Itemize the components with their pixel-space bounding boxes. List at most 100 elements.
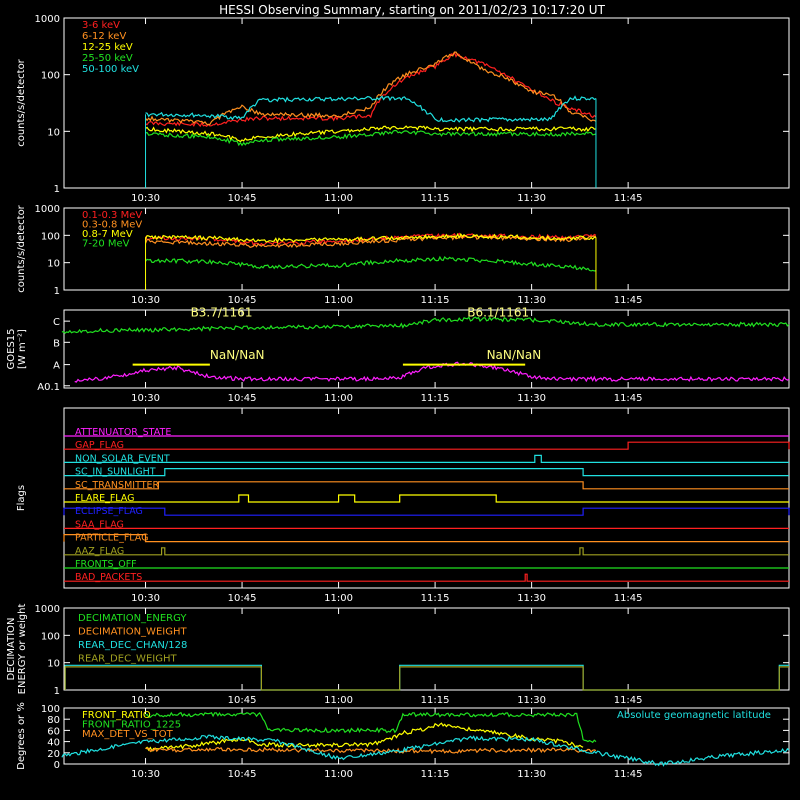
- high-energy-frame: [63, 207, 790, 291]
- flags-flag-label: BAD_PACKETS: [75, 572, 142, 583]
- flags-xtick-label: 10:45: [228, 593, 257, 604]
- flags-flag-trace: [64, 494, 789, 503]
- lightcurves-xtick-label: 10:30: [131, 193, 160, 204]
- goes-ylabel: GOES15: [6, 328, 17, 369]
- decimation-series-line-3: [64, 666, 789, 691]
- high-energy-ytick-label: 100: [41, 231, 60, 242]
- flags-flag-label: SC_TRANSMITTER: [75, 480, 160, 491]
- lightcurves-series-line-4: [145, 95, 597, 123]
- high-energy-xtick-label: 10:30: [131, 295, 160, 306]
- decimation-ytick-label: 10: [47, 659, 60, 670]
- decimation-xtick-label: 11:15: [421, 695, 450, 706]
- ratios-ytick-label: 100: [41, 704, 60, 715]
- goes-series-line-1: [74, 361, 790, 383]
- high-energy-ytick-label: 10: [47, 259, 60, 270]
- ratios-xtick-label: 11:00: [324, 769, 353, 780]
- ratios-ylabel: Degrees or %: [16, 702, 27, 770]
- lightcurves-series-line-3: [145, 129, 597, 147]
- decimation-ytick-label: 100: [41, 631, 60, 642]
- flags-flag-trace: [64, 454, 789, 463]
- flags-flag-label: ATTENUATOR_STATE: [75, 427, 171, 438]
- flags-flag-label: FRONTS_OFF: [75, 559, 137, 570]
- flags-flag-trace: [64, 547, 789, 556]
- lightcurves-ytick-label: 10: [47, 127, 60, 138]
- lightcurves-xtick-label: 10:45: [228, 193, 257, 204]
- high-energy-series-line-1: [144, 234, 597, 249]
- lightcurves-series-line-2: [145, 125, 597, 143]
- decimation-legend-entry: DECIMATION_ENERGY: [78, 613, 187, 624]
- flags-xtick-label: 11:00: [324, 593, 353, 604]
- lightcurves-ytick-label: 100: [41, 71, 60, 82]
- ratios-annotation: Absolute geomagnetic latitude: [617, 710, 771, 721]
- decimation-xtick-label: 11:45: [614, 695, 643, 706]
- ratios-legend-entry: FRONT_RATIO_1225: [82, 720, 181, 731]
- lightcurves-xtick-label: 11:00: [324, 193, 353, 204]
- flags-flag-trace: [64, 481, 789, 490]
- lightcurves-series-line-1: [145, 51, 597, 126]
- chart-title: HESSI Observing Summary, starting on 201…: [219, 3, 605, 17]
- decimation-legend-entry: REAR_DEC_WEIGHT: [78, 654, 177, 665]
- high-energy-xtick-label: 11:45: [614, 295, 643, 306]
- goes-xtick-label: 10:30: [131, 393, 160, 404]
- high-energy-ylabel: counts/s/detector: [16, 204, 27, 292]
- flags-xtick-label: 10:30: [131, 593, 160, 604]
- high-energy-legend-entry: 7-20 MeV: [82, 239, 130, 250]
- ratios-xtick-label: 11:30: [517, 769, 546, 780]
- decimation-xtick-label: 11:30: [517, 695, 546, 706]
- high-energy-xtick-label: 11:30: [517, 295, 546, 306]
- lightcurves-xtick-label: 11:15: [421, 193, 450, 204]
- decimation-frame: [63, 607, 790, 691]
- lightcurves-xtick-label: 11:45: [614, 193, 643, 204]
- goes-xtick-label: 11:45: [614, 393, 643, 404]
- high-energy-series-line-2: [144, 232, 597, 244]
- lightcurves-ytick-label: 1000: [35, 14, 60, 25]
- goes-annotation: B3.7/1161: [191, 306, 253, 320]
- flags-flag-label: FLARE_FLAG: [75, 493, 135, 504]
- ratios-xtick-label: 11:45: [614, 769, 643, 780]
- flags-flag-label: SC_IN_SUNLIGHT: [75, 467, 156, 478]
- ratios-series-line-2: [145, 746, 597, 755]
- goes-ylabel: [W m⁻²]: [17, 329, 28, 369]
- goes-ytick-label: C: [53, 317, 60, 328]
- flags-flag-trace: [64, 573, 789, 582]
- goes-annotation: NaN/NaN: [487, 348, 542, 362]
- goes-xtick-label: 11:30: [517, 393, 546, 404]
- decimation-ytick-label: 1: [54, 686, 60, 697]
- ratios-series-line-3: [61, 734, 790, 767]
- goes-xtick-label: 10:45: [228, 393, 257, 404]
- decimation-xtick-label: 10:45: [228, 695, 257, 706]
- goes-ytick-label: A0.1: [37, 382, 60, 393]
- goes-series-line-0: [61, 316, 790, 334]
- high-energy-ytick-label: 1000: [35, 204, 60, 215]
- flags-flag-label: GAP_FLAG: [75, 440, 124, 451]
- goes-ytick-label: B: [53, 338, 60, 349]
- ratios-ytick-label: 40: [47, 738, 60, 749]
- flags-flag-label: ECLIPSE_FLAG: [75, 506, 143, 517]
- ratios-ytick-label: 20: [47, 749, 60, 760]
- high-energy-xtick-label: 10:45: [228, 295, 257, 306]
- ratios-legend-entry: FRONT_RATIO: [82, 710, 151, 721]
- flags-flag-label: NON_SOLAR_EVENT: [75, 453, 170, 464]
- lightcurves-xtick-label: 11:30: [517, 193, 546, 204]
- flags-flag-trace: [63, 507, 790, 516]
- decimation-xtick-label: 10:30: [131, 695, 160, 706]
- high-energy-series-line-3: [145, 255, 596, 272]
- ratios-series-line-0: [145, 722, 584, 753]
- ratios-ytick-label: 80: [47, 715, 60, 726]
- flags-flag-trace: [63, 534, 789, 543]
- decimation-xtick-label: 11:00: [324, 695, 353, 706]
- flags-flag-label: PARTICLE_FLAG: [75, 533, 148, 544]
- flags-xtick-label: 11:15: [421, 593, 450, 604]
- decimation-ylabel: ENERGY or weight: [17, 604, 28, 695]
- flags-flag-label: AAZ_FLAG: [75, 546, 124, 557]
- goes-xtick-label: 11:00: [324, 393, 353, 404]
- ratios-series-line-1: [145, 711, 597, 744]
- high-energy-xtick-label: 11:15: [421, 295, 450, 306]
- ratios-legend-entry: MAX_DET_VS_TOT: [82, 729, 174, 740]
- goes-xtick-label: 11:15: [421, 393, 450, 404]
- ratios-xtick-label: 10:30: [131, 769, 160, 780]
- lightcurves-frame: [63, 17, 790, 189]
- high-energy-xtick-label: 11:00: [324, 295, 353, 306]
